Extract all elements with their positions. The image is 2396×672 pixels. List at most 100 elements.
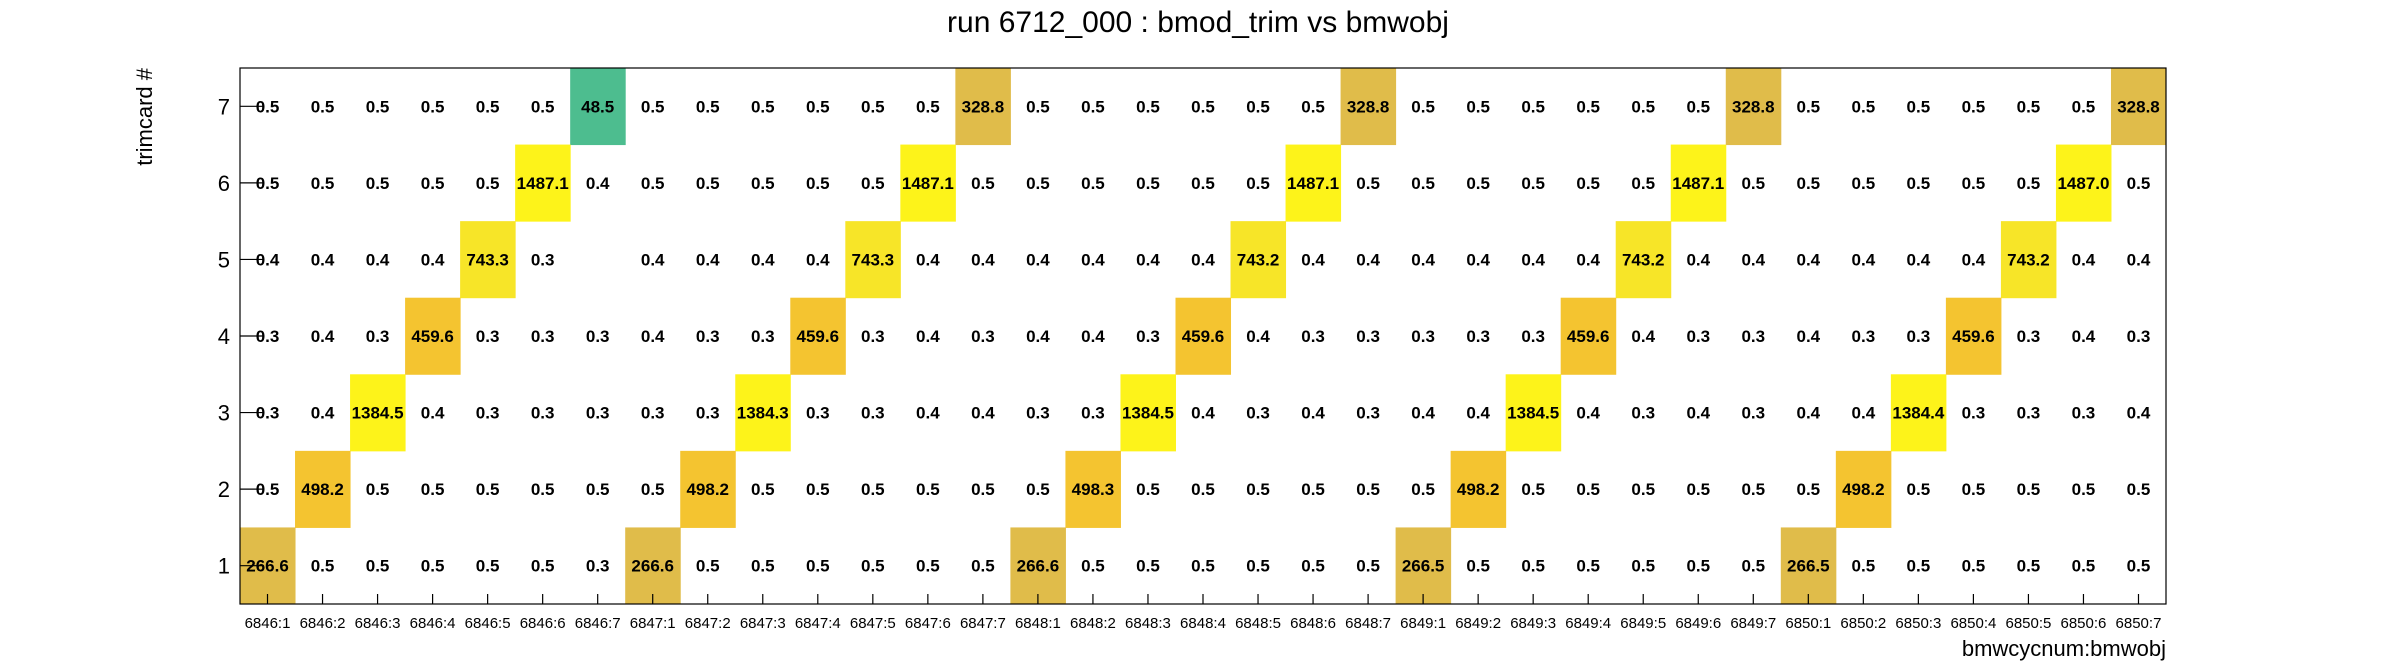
cell-value-label: 0.4 bbox=[421, 404, 445, 423]
cell-value-label: 0.5 bbox=[1521, 480, 1545, 499]
heatmap-cell bbox=[680, 450, 736, 528]
cell-value-label: 0.3 bbox=[1686, 327, 1710, 346]
x-tick-label: 6850:2 bbox=[1840, 615, 1886, 632]
cell-value-label: 0.5 bbox=[1466, 174, 1490, 193]
cell-value-label: 0.3 bbox=[531, 250, 555, 269]
y-tick-label: 2 bbox=[218, 477, 230, 502]
cell-value-label: 0.5 bbox=[1246, 97, 1270, 116]
cell-value-label: 0.5 bbox=[1411, 480, 1435, 499]
cell-value-label: 0.3 bbox=[696, 404, 720, 423]
cell-value-label: 0.4 bbox=[1852, 250, 1876, 269]
cell-value-label: 0.5 bbox=[1466, 97, 1490, 116]
cell-value-label: 0.4 bbox=[1026, 327, 1050, 346]
heatmap-cell bbox=[845, 221, 901, 299]
cell-value-label: 0.3 bbox=[586, 404, 610, 423]
cell-value-label: 0.5 bbox=[2017, 174, 2041, 193]
cell-value-label: 0.5 bbox=[1411, 97, 1435, 116]
cell-value-label: 0.5 bbox=[421, 174, 445, 193]
cell-value-label: 0.4 bbox=[1796, 250, 1820, 269]
cell-value-label: 0.4 bbox=[1191, 250, 1215, 269]
cell-value-label: 498.2 bbox=[1842, 480, 1885, 499]
heatmap-cell bbox=[2000, 221, 2057, 299]
cell-value-label: 0.3 bbox=[1246, 404, 1270, 423]
cell-value-label: 0.5 bbox=[1741, 480, 1765, 499]
x-tick-label: 6847:6 bbox=[905, 615, 951, 632]
cell-value-label: 0.4 bbox=[421, 250, 445, 269]
x-tick-label: 6849:6 bbox=[1675, 615, 1721, 632]
x-tick-label: 6846:4 bbox=[410, 615, 456, 632]
cell-value-label: 0.5 bbox=[1301, 97, 1325, 116]
x-tick-label: 6846:6 bbox=[520, 615, 566, 632]
cell-value-label: 0.5 bbox=[1631, 480, 1655, 499]
cell-value-labels: 0.5 0.5 0.5 0.5 0.5 0.5 48.5 0.5 0.5 0.5 0.5 0.5 0.5… bbox=[246, 97, 2160, 575]
cell-value-label: 0.3 bbox=[1466, 327, 1490, 346]
cell-value-label: 266.5 bbox=[1402, 557, 1445, 576]
cell-value-label: 743.3 bbox=[466, 250, 509, 269]
cell-value-label: 328.8 bbox=[1732, 97, 1775, 116]
cell-value-label: 0.5 bbox=[476, 174, 500, 193]
heatmap-cell bbox=[1340, 68, 1397, 146]
cell-value-label: 498.2 bbox=[686, 480, 729, 499]
cell-value-label: 0.5 bbox=[861, 174, 885, 193]
y-tick-label: 7 bbox=[218, 94, 230, 119]
cell-value-label: 0.5 bbox=[1852, 174, 1876, 193]
cell-value-label: 0.5 bbox=[806, 97, 830, 116]
heatmap-cell bbox=[1505, 374, 1562, 452]
heatmap-cell bbox=[1560, 297, 1617, 375]
cell-value-label: 328.8 bbox=[1347, 97, 1390, 116]
cell-value-label: 0.4 bbox=[311, 404, 335, 423]
cell-value-label: 0.5 bbox=[1411, 174, 1435, 193]
cell-value-label: 0.5 bbox=[696, 557, 720, 576]
heatmap-cell bbox=[2055, 144, 2112, 222]
cell-value-label: 0.4 bbox=[1741, 250, 1765, 269]
cell-value-label: 0.5 bbox=[1356, 174, 1380, 193]
x-tick-label: 6848:4 bbox=[1180, 615, 1226, 632]
cell-value-label: 0.3 bbox=[256, 404, 280, 423]
x-tick-label: 6846:7 bbox=[575, 615, 621, 632]
cell-value-label: 0.5 bbox=[1576, 557, 1600, 576]
cell-value-label: 0.5 bbox=[751, 557, 775, 576]
cell-value-label: 0.4 bbox=[256, 250, 280, 269]
cell-value-label: 0.5 bbox=[1907, 174, 1931, 193]
cell-value-label: 1384.5 bbox=[1122, 404, 1174, 423]
cell-value-label: 0.5 bbox=[1246, 480, 1270, 499]
cell-value-label: 0.5 bbox=[1962, 480, 1986, 499]
cell-value-label: 0.5 bbox=[366, 97, 390, 116]
cell-value-label: 1384.3 bbox=[737, 404, 789, 423]
cell-value-label: 0.5 bbox=[861, 97, 885, 116]
cell-value-label: 0.3 bbox=[1301, 327, 1325, 346]
x-tick-label: 6848:7 bbox=[1345, 615, 1391, 632]
heatmap-cell bbox=[1065, 450, 1121, 528]
cell-value-label: 0.5 bbox=[256, 97, 280, 116]
cell-value-label: 498.2 bbox=[1457, 480, 1500, 499]
heatmap-cell bbox=[350, 374, 406, 452]
cell-value-label: 0.5 bbox=[916, 97, 940, 116]
cell-value-label: 0.5 bbox=[531, 97, 555, 116]
cell-value-label: 0.5 bbox=[1962, 174, 1986, 193]
cell-value-label: 0.5 bbox=[2017, 480, 2041, 499]
cell-value-label: 0.5 bbox=[1686, 480, 1710, 499]
heatmap-cell bbox=[405, 297, 461, 375]
cell-value-label: 1487.1 bbox=[1672, 174, 1724, 193]
cell-value-label: 0.3 bbox=[1136, 327, 1160, 346]
heatmap-cell bbox=[1175, 297, 1232, 375]
cell-value-label: 0.5 bbox=[1852, 557, 1876, 576]
cell-value-label: 0.5 bbox=[531, 480, 555, 499]
x-tick-label: 6849:5 bbox=[1620, 615, 1666, 632]
cell-value-label: 0.4 bbox=[1686, 250, 1710, 269]
cell-value-label: 0.5 bbox=[476, 97, 500, 116]
cell-value-label: 0.4 bbox=[916, 327, 940, 346]
cell-value-label: 0.4 bbox=[1852, 404, 1876, 423]
cell-value-label: 0.5 bbox=[366, 557, 390, 576]
cell-value-label: 0.3 bbox=[1356, 327, 1380, 346]
cell-value-label: 0.4 bbox=[806, 250, 830, 269]
cell-value-label: 0.3 bbox=[1631, 404, 1655, 423]
cell-value-label: 0.5 bbox=[1796, 97, 1820, 116]
x-tick-label: 6847:4 bbox=[795, 615, 841, 632]
x-tick-label: 6848:5 bbox=[1235, 615, 1281, 632]
cell-value-label: 0.4 bbox=[1136, 250, 1160, 269]
cell-value-label: 0.4 bbox=[916, 250, 940, 269]
heatmap-cell bbox=[460, 221, 516, 299]
cell-value-label: 266.6 bbox=[246, 557, 289, 576]
cell-value-label: 0.4 bbox=[1026, 250, 1050, 269]
